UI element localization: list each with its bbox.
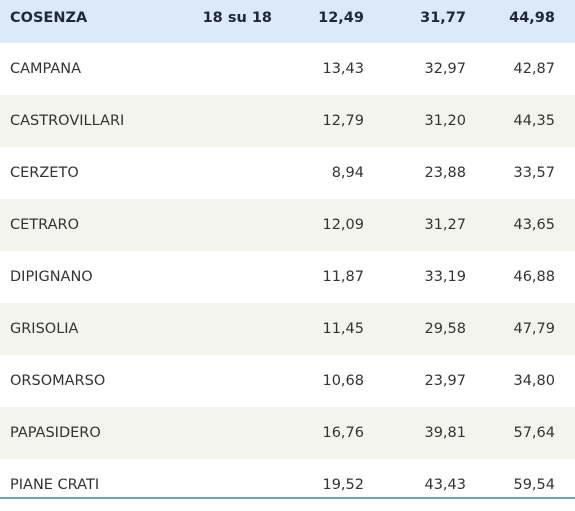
table-row: PIANE CRATI 19,52 43,43 59,54 [0,459,575,511]
value-1: 11,87 [322,269,364,285]
municipality-name: GRISOLIA [10,321,79,337]
value-1: 13,43 [322,61,364,77]
municipality-name: DIPIGNANO [10,269,93,285]
table-bottom-border [0,497,575,499]
value-2: 23,97 [424,373,466,389]
value-2: 29,58 [424,321,466,337]
value-3: 46,88 [513,269,555,285]
table-row: ORSOMARSO 10,68 23,97 34,80 [0,355,575,407]
value-2: 39,81 [424,425,466,441]
table-row: CASTROVILLARI 12,79 31,20 44,35 [0,95,575,147]
table-row: PAPASIDERO 16,76 39,81 57,64 [0,407,575,459]
header-sections-count: 18 su 18 [202,10,272,26]
value-2: 43,43 [424,477,466,493]
municipality-name: CAMPANA [10,61,82,77]
value-2: 23,88 [424,165,466,181]
header-value-1: 12,49 [318,10,364,26]
header-value-3: 44,98 [509,10,555,26]
table-row: CERZETO 8,94 23,88 33,57 [0,147,575,199]
header-value-2: 31,77 [420,10,466,26]
table-row: CETRARO 12,09 31,27 43,65 [0,199,575,251]
value-3: 42,87 [513,61,555,77]
municipality-name: CASTROVILLARI [10,113,125,129]
value-1: 8,94 [331,165,364,181]
municipality-name: ORSOMARSO [10,373,106,389]
value-1: 16,76 [322,425,364,441]
value-3: 59,54 [513,477,555,493]
value-3: 33,57 [513,165,555,181]
table-row: GRISOLIA 11,45 29,58 47,79 [0,303,575,355]
table-header-row: COSENZA 18 su 18 12,49 31,77 44,98 [0,0,575,43]
value-1: 12,79 [322,113,364,129]
value-1: 19,52 [322,477,364,493]
table-row: CAMPANA 13,43 32,97 42,87 [0,43,575,95]
value-3: 57,64 [513,425,555,441]
value-3: 43,65 [513,217,555,233]
municipality-name: PAPASIDERO [10,425,101,441]
value-1: 12,09 [322,217,364,233]
municipality-name: CETRARO [10,217,80,233]
value-2: 31,20 [424,113,466,129]
table-row: DIPIGNANO 11,87 33,19 46,88 [0,251,575,303]
value-1: 11,45 [322,321,364,337]
municipality-name: CERZETO [10,165,79,181]
value-2: 33,19 [424,269,466,285]
municipality-name: PIANE CRATI [10,477,100,493]
value-3: 34,80 [513,373,555,389]
value-3: 47,79 [513,321,555,337]
header-municipality: COSENZA [10,10,88,26]
value-1: 10,68 [322,373,364,389]
value-3: 44,35 [513,113,555,129]
value-2: 32,97 [424,61,466,77]
value-2: 31,27 [424,217,466,233]
